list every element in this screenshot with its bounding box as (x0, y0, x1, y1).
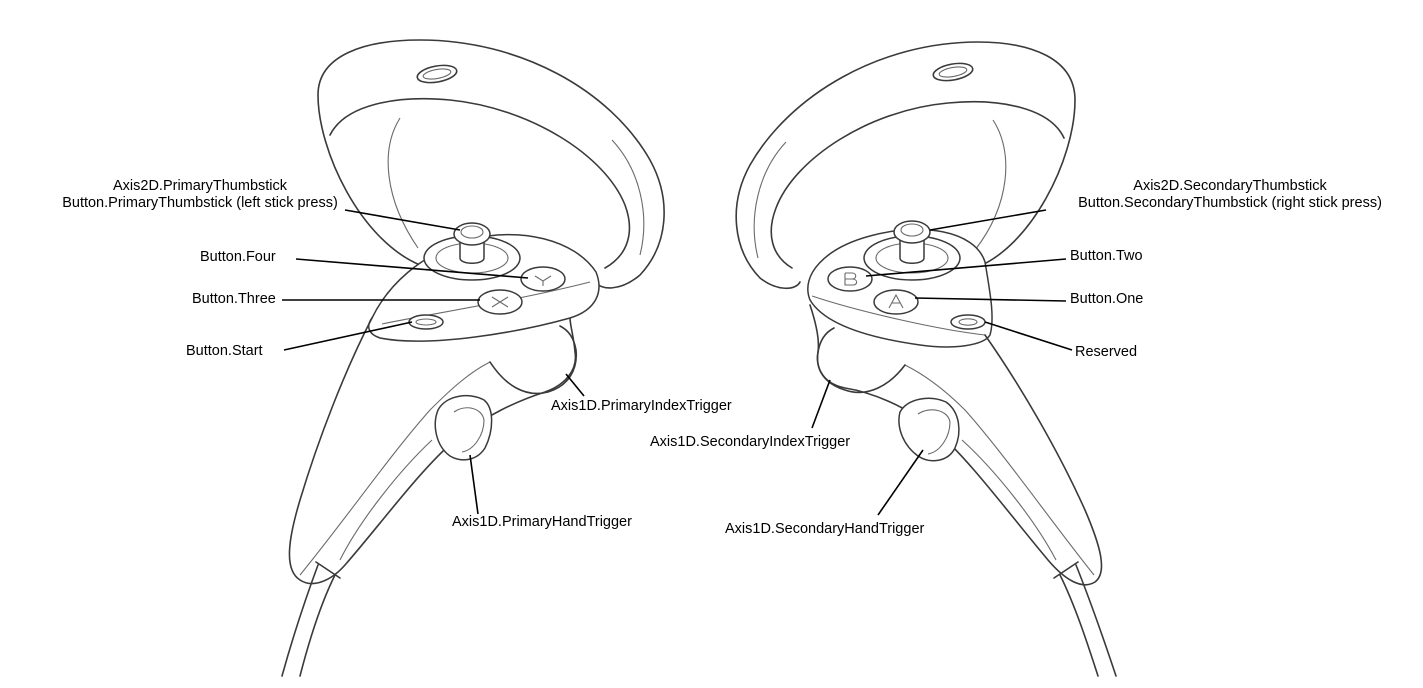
left-thumbstick (459, 239, 485, 264)
leader-right-index-trigger (811, 379, 831, 429)
right-controller-drawing (735, 41, 1117, 677)
left-grip (288, 317, 577, 585)
left-button-start (408, 314, 444, 330)
leader-right-hand-trigger (877, 449, 924, 516)
right-ring-slot (932, 62, 974, 82)
right-tracking-ring-inner (770, 100, 1065, 269)
leader-left-button-four (295, 258, 529, 279)
leader-left-thumbstick (344, 209, 461, 231)
leader-right-thumbstick (929, 209, 1047, 231)
leader-right-button-two (865, 258, 1067, 277)
left-controller-drawing (281, 39, 665, 677)
right-cable (1075, 564, 1117, 677)
left-hand-trigger (434, 394, 493, 461)
label-button-start: Button.Start (186, 343, 263, 359)
right-hand-trigger (898, 397, 960, 462)
label-reserved: Reserved (1075, 344, 1138, 360)
left-cable (281, 564, 319, 677)
right-button-one (873, 289, 919, 315)
left-ring-slot (416, 64, 458, 84)
right-thumbstick (899, 237, 925, 264)
leader-right-button-one (914, 297, 1067, 302)
leader-left-index-trigger (565, 373, 585, 397)
label-button-four: Button.Four (200, 249, 276, 265)
label-button-one: Button.One (1070, 291, 1144, 307)
label-left-thumbstick-axis: Axis2D.PrimaryThumbstick (112, 178, 288, 194)
label-button-two: Button.Two (1070, 248, 1143, 264)
label-button-three: Button.Three (192, 291, 276, 307)
label-right-thumbstick-press: Button.SecondaryThumbstick (right stick … (1078, 195, 1382, 211)
leader-right-reserved (984, 321, 1073, 351)
leader-left-button-start (283, 321, 413, 351)
right-button-reserved (950, 314, 986, 330)
label-right-thumbstick-axis: Axis2D.SecondaryThumbstick (1133, 178, 1327, 194)
leader-left-hand-trigger (469, 454, 479, 515)
left-tracking-ring-inner (329, 97, 631, 269)
label-secondary-hand-trigger: Axis1D.SecondaryHandTrigger (725, 521, 925, 537)
leader-lines (282, 209, 1073, 516)
label-primary-hand-trigger: Axis1D.PrimaryHandTrigger (452, 514, 632, 530)
right-tracking-ring (735, 41, 1076, 290)
label-right-thumbstick: Axis2D.SecondaryThumbstick Button.Second… (1040, 178, 1420, 212)
label-left-thumbstick: Axis2D.PrimaryThumbstick Button.PrimaryT… (0, 178, 400, 212)
left-index-trigger (489, 325, 577, 395)
left-tracking-ring (317, 39, 665, 289)
label-secondary-index-trigger: Axis1D.SecondaryIndexTrigger (650, 434, 851, 450)
label-primary-index-trigger: Axis1D.PrimaryIndexTrigger (551, 398, 732, 414)
left-button-four (520, 266, 566, 292)
label-left-thumbstick-press: Button.PrimaryThumbstick (left stick pre… (62, 195, 338, 211)
right-index-trigger (816, 327, 906, 394)
